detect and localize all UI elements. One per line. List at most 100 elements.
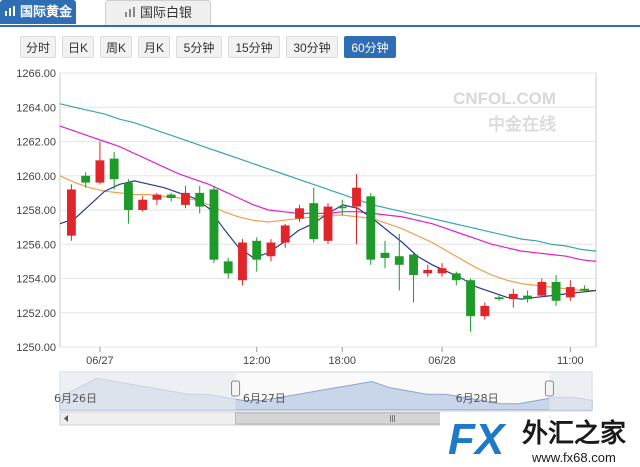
candle-body (238, 242, 247, 281)
x-tick-label: 18:00 (328, 355, 356, 367)
tab-gold[interactable]: 国际黄金 (0, 0, 76, 24)
candle-body (209, 189, 219, 260)
candle-body (423, 269, 433, 274)
y-tick-label: 1266.00 (16, 68, 56, 80)
candle-body (409, 254, 418, 276)
candle (323, 203, 333, 245)
candle-body (95, 160, 105, 183)
candle (280, 223, 290, 248)
y-tick-label: 1264.00 (16, 102, 56, 114)
candle (337, 199, 347, 216)
chart-icon (124, 7, 135, 17)
y-axis: 1266.00 1264.00 1262.00 1260.00 1258.00 1256.… (16, 68, 56, 354)
period-weekly-button[interactable]: 周K (100, 36, 132, 58)
scroll-left-arrow-icon[interactable] (64, 415, 68, 422)
chart-icon (4, 6, 15, 16)
candle-body (295, 208, 304, 219)
candlestick-chart: 1266.00 1264.00 1262.00 1260.00 1258.00 1256.… (16, 68, 597, 426)
x-tick-label: 11:00 (557, 355, 584, 367)
candle-body (551, 281, 561, 301)
grid-lines (60, 72, 596, 348)
candle-body (580, 288, 590, 291)
candle-body (494, 297, 504, 300)
period-tick-button[interactable]: 分时 (20, 36, 56, 58)
candle (138, 196, 148, 212)
candle-body (195, 192, 205, 207)
y-tick-label: 1262.00 (16, 137, 56, 149)
candle-body (523, 295, 532, 300)
navigator-handle-left[interactable] (231, 380, 241, 397)
tab-gold-label: 国际黄金 (19, 4, 72, 19)
candle (309, 187, 319, 243)
x-axis: 06/27 12:00 18:00 06/28 11:00 (86, 347, 584, 367)
candle (394, 233, 404, 291)
candle (551, 275, 561, 306)
candle-body (138, 199, 148, 210)
candle-body (380, 252, 390, 258)
candle-body (337, 206, 347, 209)
candle (252, 237, 262, 272)
candle (423, 264, 433, 277)
x-tick-label: 06/27 (86, 355, 114, 367)
candle (480, 302, 490, 320)
candle (238, 239, 247, 286)
candle (565, 280, 575, 301)
navigator-mask-right (549, 372, 592, 410)
period-5min-button[interactable]: 5分钟 (176, 36, 222, 58)
period-30min-button[interactable]: 30分钟 (286, 36, 338, 58)
candle (380, 240, 390, 269)
candle-body (565, 287, 575, 298)
y-tick-label: 1258.00 (16, 205, 56, 217)
candle (580, 285, 590, 293)
y-tick-label: 1260.00 (16, 171, 56, 183)
y-tick-label: 1252.00 (16, 308, 56, 320)
period-monthly-button[interactable]: 月K (138, 36, 170, 58)
candle-body (437, 268, 447, 274)
candle-body (480, 305, 490, 317)
candle (494, 295, 504, 301)
candle-body (266, 242, 276, 257)
candle (95, 141, 105, 185)
y-tick-label: 1256.00 (16, 239, 56, 251)
candle-body (451, 273, 461, 281)
tab-silver-label: 国际白银 (139, 5, 192, 20)
navigator-date-label: 6月27日 (243, 392, 286, 405)
logo-name-text: 外汇之家 (522, 418, 626, 449)
period-60min-button[interactable]: 60分钟 (344, 36, 396, 58)
watermark-cn: 中金在线 (488, 114, 556, 135)
candle-body (280, 225, 290, 243)
candle (366, 192, 376, 265)
candle-body (223, 261, 233, 274)
logo-fx-text: FX (448, 415, 507, 464)
candle-body (181, 192, 190, 205)
candle (537, 278, 547, 298)
navigator-date-label: 6月28日 (456, 392, 499, 405)
navigator-date-label: 6月26日 (54, 392, 97, 405)
candle (409, 252, 418, 303)
candle (181, 186, 190, 209)
candle (466, 278, 475, 332)
candle (195, 186, 205, 214)
candle (209, 186, 219, 264)
candle-body (152, 194, 162, 200)
tab-silver[interactable]: 国际白银 (105, 0, 211, 25)
period-daily-button[interactable]: 日K (62, 36, 94, 58)
candle-body (109, 158, 119, 180)
candle (352, 174, 361, 245)
y-tick-label: 1254.00 (16, 274, 56, 286)
ma30-line (59, 103, 597, 252)
candle-body (166, 194, 176, 199)
period-15min-button[interactable]: 15分钟 (228, 36, 280, 58)
navigator-handle-right[interactable] (544, 380, 554, 397)
candle-body (252, 240, 262, 260)
candle-body (124, 182, 133, 210)
candle-body (81, 175, 91, 183)
candle (295, 204, 304, 222)
candle (508, 288, 518, 308)
candle-body (309, 203, 319, 240)
candle-body (366, 196, 376, 260)
x-tick-label: 12:00 (243, 355, 271, 367)
candle-body (508, 293, 518, 300)
tab-bar: 国际黄金 国际白银 (0, 0, 640, 27)
candle (152, 192, 162, 205)
